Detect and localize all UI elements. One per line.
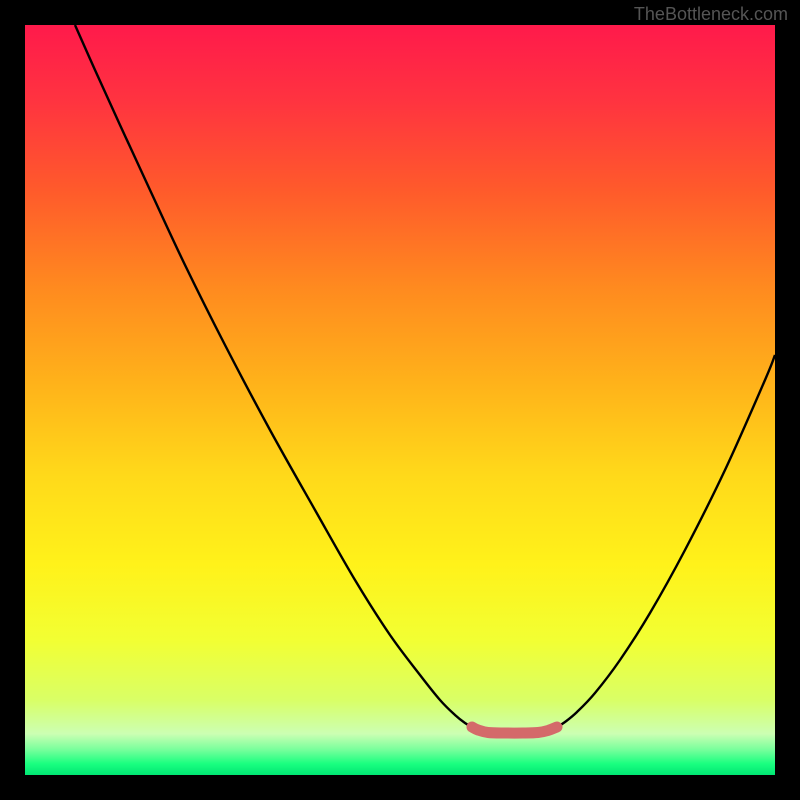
plot-area (25, 25, 775, 775)
chart-canvas: TheBottleneck.com (0, 0, 800, 800)
series-bottom_highlight (472, 727, 557, 733)
gradient-background (25, 25, 775, 775)
chart-svg (25, 25, 775, 775)
watermark-text: TheBottleneck.com (634, 4, 788, 25)
